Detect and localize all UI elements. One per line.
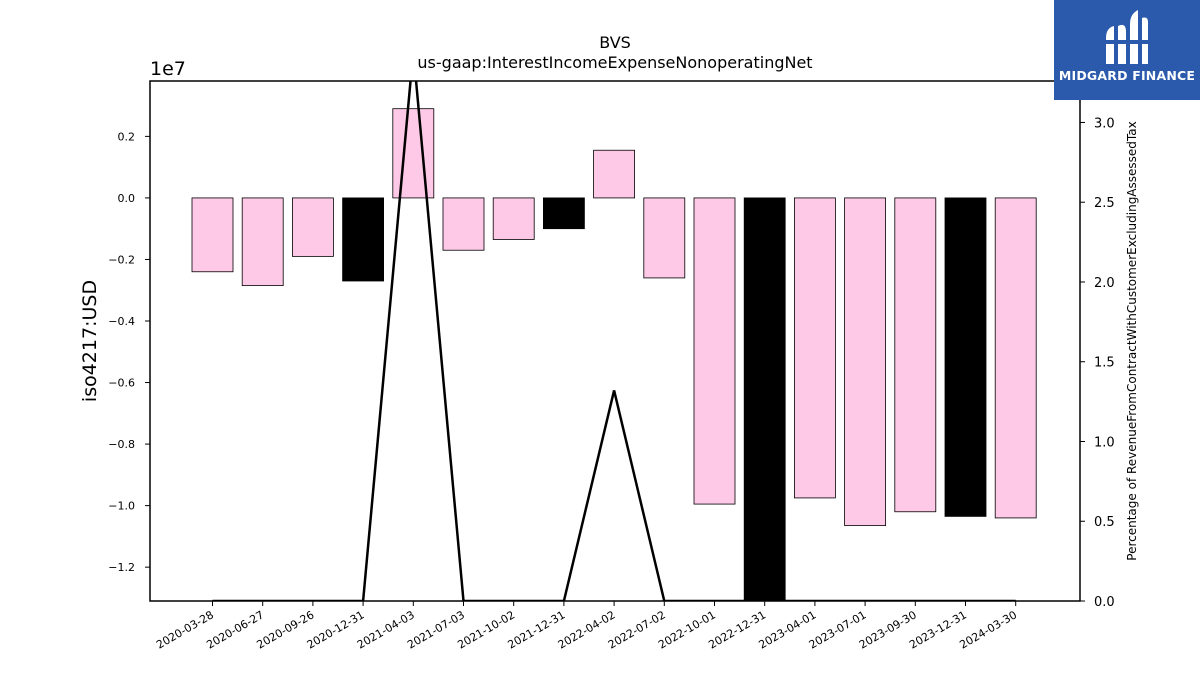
- bar-2022-12-31: [743, 197, 786, 602]
- y-tick-label: −1.0: [108, 500, 135, 513]
- bar-2023-07-01: [844, 197, 886, 527]
- y-tick-label: −0.6: [108, 377, 135, 390]
- y2-tick-label: 2.5: [1094, 196, 1115, 211]
- y2-tick-label: 2.0: [1094, 276, 1115, 291]
- midgard-logo-icon: [1104, 10, 1150, 64]
- bar-2024-03-30: [994, 197, 1037, 519]
- bar-2021-07-03: [442, 197, 485, 251]
- plot-frame: [149, 80, 1081, 602]
- y-axis-label: iso4217:USD: [79, 280, 101, 402]
- y-offset-label: 1e7: [150, 58, 186, 80]
- y2-axis-label: Percentage of RevenueFromContractWithCus…: [1125, 121, 1139, 560]
- bar-2021-10-02: [492, 197, 535, 240]
- bar-2023-04-01: [794, 197, 836, 499]
- bar-2022-07-02: [643, 197, 686, 279]
- bar-2023-09-30: [894, 197, 937, 513]
- bar-2022-04-02: [593, 149, 635, 199]
- y-tick-label: −0.4: [108, 315, 135, 328]
- bar-2020-06-27: [241, 197, 284, 287]
- y-tick-label: 0.2: [118, 130, 136, 143]
- bar-2020-03-28: [191, 197, 234, 273]
- y2-tick-label: 0.5: [1094, 515, 1115, 530]
- chart-title: BVS: [599, 33, 631, 52]
- y2-tick-label: 1.5: [1094, 356, 1115, 371]
- bar-2022-10-01: [693, 197, 736, 505]
- midgard-finance-logo: MIDGARD FINANCE: [1054, 0, 1200, 100]
- y-tick-label: −0.2: [108, 253, 135, 266]
- bar-2021-04-03: [392, 108, 435, 199]
- logo-text: MIDGARD FINANCE: [1058, 68, 1196, 83]
- y2-tick-label: 3.0: [1094, 116, 1115, 131]
- y-tick-label: −0.8: [108, 438, 135, 451]
- y-tick-label: −1.2: [108, 561, 135, 574]
- chart-subtitle: us-gaap:InterestIncomeExpenseNonoperatin…: [417, 53, 812, 72]
- revenue-percentage-line: [212, 81, 1016, 601]
- y-tick-label: 0.0: [118, 192, 136, 205]
- x-tick-label: 2024-03-30: [957, 608, 1019, 651]
- y2-tick-label: 1.0: [1094, 435, 1115, 450]
- y2-tick-label: 0.0: [1094, 595, 1115, 610]
- bar-2020-09-26: [291, 197, 334, 257]
- bar-2021-12-31: [543, 197, 585, 230]
- bar-2023-12-31: [944, 197, 987, 517]
- bar-2020-12-31: [342, 197, 385, 282]
